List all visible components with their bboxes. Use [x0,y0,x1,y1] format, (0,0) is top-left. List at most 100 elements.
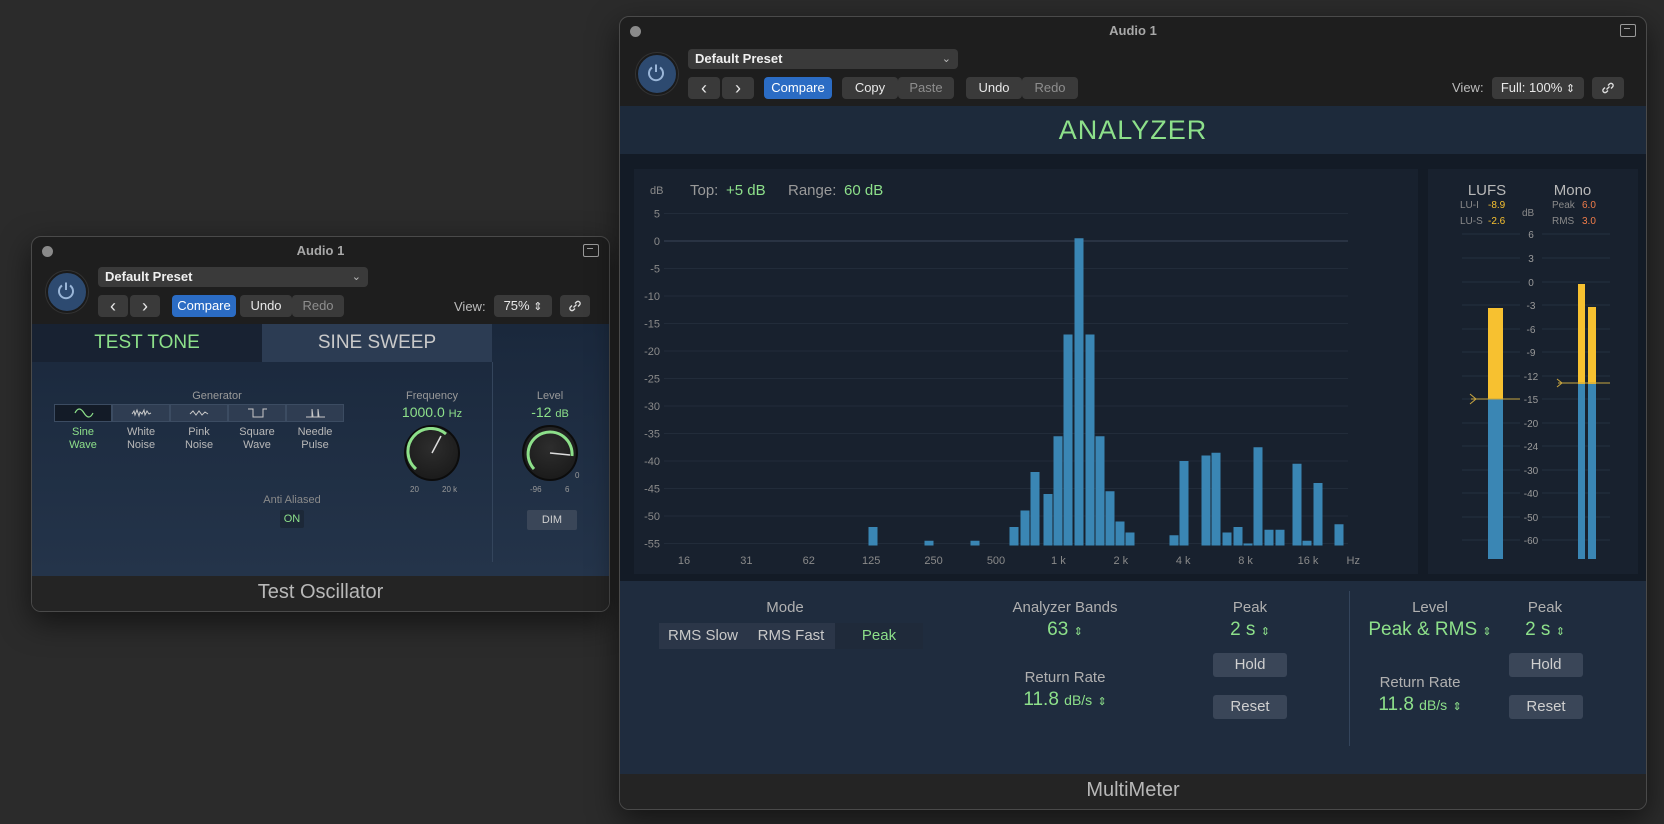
power-icon [58,282,74,300]
x-tick-label: 125 [862,555,880,567]
spectrum-bar [1264,529,1274,546]
preset-dropdown[interactable]: Default Preset ⌄ [98,267,368,287]
anti-aliased-toggle[interactable]: ON [280,510,304,528]
chevron-down-icon: ⌄ [941,53,951,65]
analyzer-bands-value[interactable]: 63 ⇕ [1047,619,1083,640]
spectrum-bar [1201,455,1211,546]
waveform-sine[interactable] [54,404,112,422]
view-zoom-select[interactable]: Full: 100% ⇕ [1492,77,1584,99]
mode-label: Mode [766,599,804,616]
return-rate-value-2[interactable]: 11.8 dB/s ⇕ [1378,694,1462,715]
sine-wave-icon [74,408,94,418]
frequency-knob[interactable] [404,425,460,481]
power-button[interactable] [636,53,678,95]
lufs-label: LUFS [1467,182,1507,199]
view-zoom-select[interactable]: 75% ⇕ [494,295,552,317]
x-tick-label: 500 [987,555,1005,567]
compare-button[interactable]: Compare [172,295,236,317]
waveform-square-wave[interactable] [228,404,286,422]
spectrum-bar [1211,452,1221,546]
spectrum-bar [1063,334,1073,546]
link-icon [1602,82,1614,94]
spectrum-x-ticks: 16 31 62 125 250 500 1 k 2 k 4 k 8 k 16 k Hz [678,555,1360,567]
meter-tick-label: -20 [1524,419,1539,430]
undo-button[interactable]: Undo [240,295,292,317]
lu-s-label: LU-S [1460,216,1483,227]
meter-tick-label: 6 [1528,230,1534,241]
top-label: Top: [690,182,719,199]
hold-button-1[interactable]: Hold [1213,653,1287,677]
spectrum-bar [1043,494,1053,546]
waveform-needle-pulse[interactable] [286,404,344,422]
next-preset-button[interactable]: › [722,77,754,99]
link-button[interactable] [560,295,590,317]
lufs-short-term-meter-blue [1488,399,1503,559]
previous-preset-button[interactable]: ‹ [688,77,720,99]
spectrum-bar [1179,461,1189,546]
frequency-label: Frequency [406,390,458,402]
peak-hold-time-value-1[interactable]: 2 s ⇕ [1230,619,1270,640]
spectrum-bar [1275,529,1285,546]
detach-icon[interactable] [1620,24,1636,37]
multimeter-window: Audio 1 Default Preset ⌄ ‹ › Compare Cop… [619,16,1647,810]
view-zoom-value: 75% [503,298,530,313]
paste-button[interactable]: Paste [898,77,954,99]
mode-peak[interactable]: Peak [835,623,923,649]
preset-dropdown[interactable]: Default Preset ⌄ [688,49,958,69]
reset-button-1[interactable]: Reset [1213,695,1287,719]
range-label: Range: [788,182,837,199]
meter-ticks: 6 3 0 -3 -6 -9 -12 -15 -20 -24 -30 -40 -50 -60 [1524,230,1539,547]
hold-button-2[interactable]: Hold [1509,653,1583,677]
x-tick-label: 1 k [1051,555,1066,567]
square-wave-icon [248,408,267,418]
frequency-value: 1000.0 Hz [401,404,463,420]
test-oscillator-window: Audio 1 Default Preset ⌄ ‹ › Compare Und… [31,236,610,612]
close-button[interactable] [630,26,641,37]
pink-noise-icon [189,410,209,416]
x-tick-label: 4 k [1176,555,1191,567]
waveform-pink-noise[interactable] [170,404,228,422]
up-down-icon: ⇕ [1073,626,1083,638]
previous-preset-button[interactable]: ‹ [98,295,128,317]
peak-hold-time-value-2[interactable]: 2 s ⇕ [1525,619,1565,640]
return-rate-value-1[interactable]: 11.8 dB/s ⇕ [1023,689,1107,710]
waveform-label-pink-noise: Pink Noise [184,426,214,451]
mode-rms-slow[interactable]: RMS Slow [659,623,747,649]
meter-tick-label: -3 [1527,301,1536,312]
lu-s-value: -2.6 [1488,216,1506,227]
controls-divider [1349,591,1350,746]
close-button[interactable] [42,246,53,257]
waveform-white-noise[interactable] [112,404,170,422]
top-value[interactable]: +5 dB [726,182,766,199]
compare-button[interactable]: Compare [764,77,832,99]
frequency-max-label: 20 k [442,485,458,494]
range-value[interactable]: 60 dB [844,182,884,199]
link-button[interactable] [1592,77,1624,99]
lu-i-value: -8.9 [1488,200,1506,211]
mono-rms-meter-blue [1588,384,1596,559]
spectrum-bar [1085,334,1095,546]
spectrum-bar [1095,436,1105,546]
spectrum-bar [1222,532,1232,546]
tab-sine-sweep[interactable]: SINE SWEEP [262,324,492,362]
divider [492,362,493,562]
chevron-down-icon: ⌄ [351,271,361,283]
up-down-icon: ⇕ [1097,696,1107,708]
level-mode-value[interactable]: Peak & RMS ⇕ [1368,619,1492,640]
copy-button[interactable]: Copy [842,77,898,99]
window-title: Audio 1 [620,17,1646,45]
y-tick-label: -15 [644,319,660,331]
next-preset-button[interactable]: › [130,295,160,317]
spectrum-y-ticks: 5 0 -5 -10 -15 -20 -25 -30 -35 -40 -45 -50 -55 [644,209,660,551]
reset-button-2[interactable]: Reset [1509,695,1583,719]
dim-button[interactable]: DIM [527,510,577,530]
tab-test-tone[interactable]: TEST TONE [32,324,262,362]
level-label: Level [536,390,564,402]
undo-button[interactable]: Undo [966,77,1022,99]
redo-button[interactable]: Redo [292,295,344,317]
mode-rms-fast[interactable]: RMS Fast [747,623,835,649]
detach-icon[interactable] [583,244,599,257]
level-knob[interactable] [522,425,578,481]
power-button[interactable] [46,271,88,313]
redo-button[interactable]: Redo [1022,77,1078,99]
